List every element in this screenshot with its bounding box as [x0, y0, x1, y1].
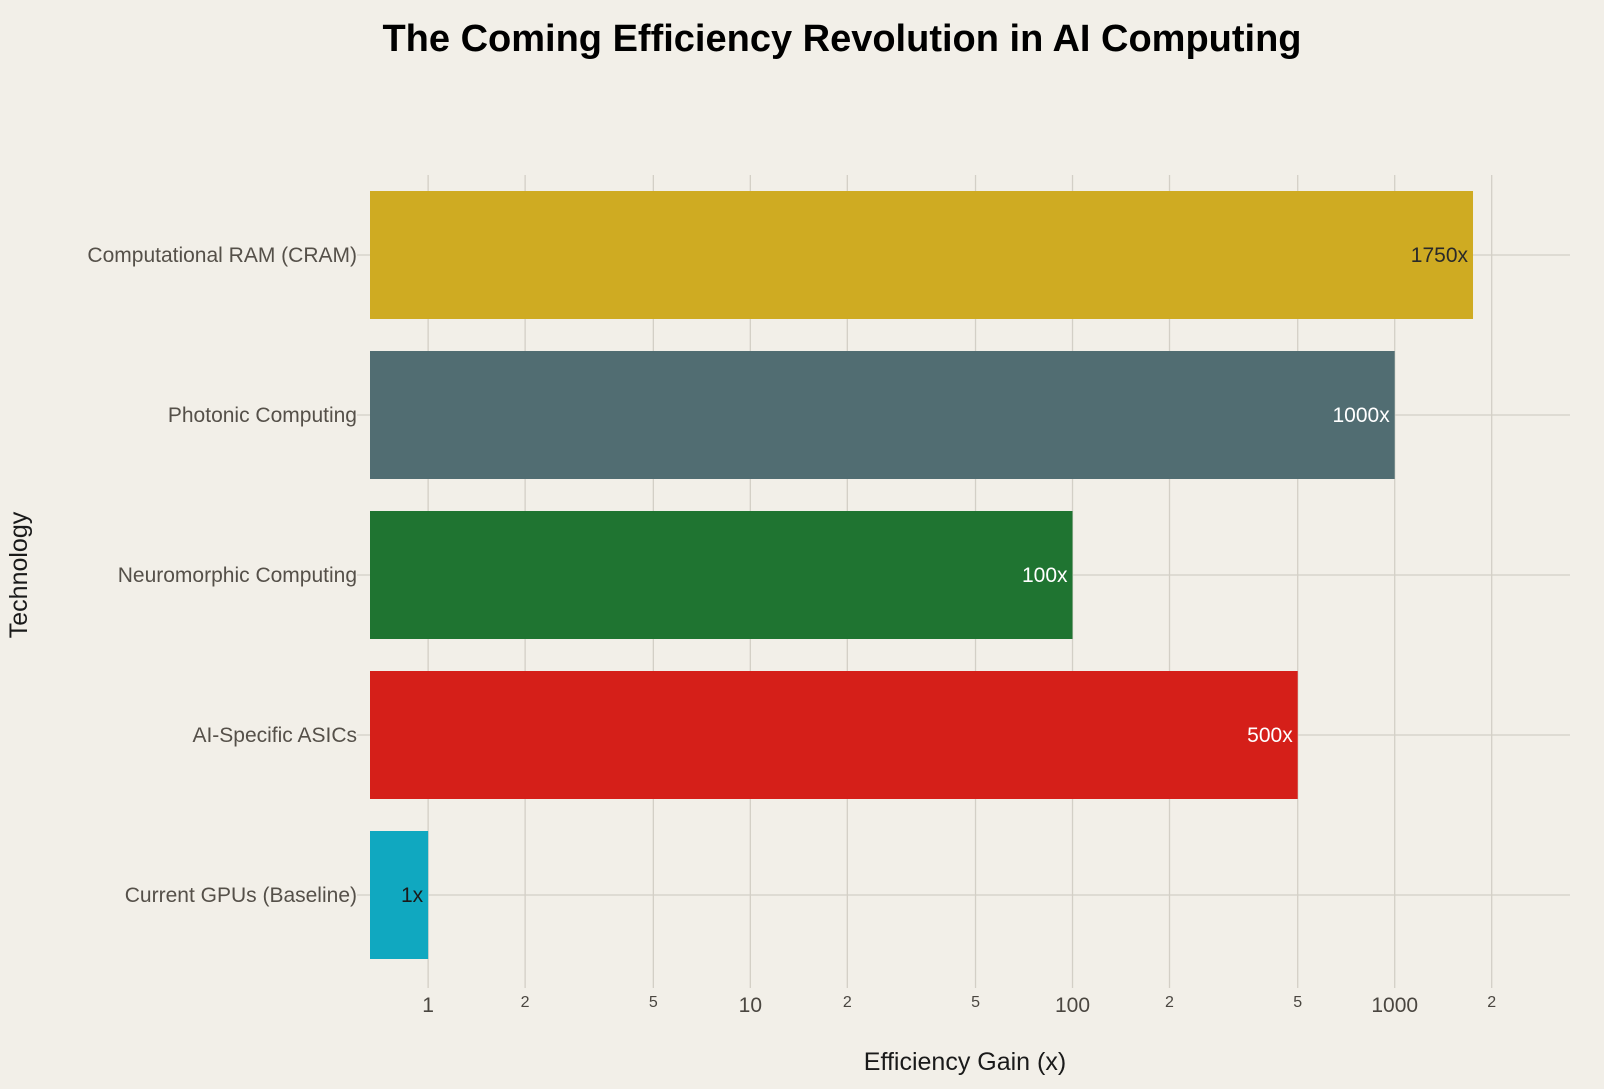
bar: [370, 831, 429, 959]
bars: [370, 191, 1474, 959]
y-axis-title: Technology: [5, 511, 33, 638]
y-tick-label: AI-Specific ASICs: [192, 724, 357, 747]
bar-value-label: 1750x: [1411, 244, 1469, 267]
x-tick-label: 1: [422, 994, 434, 1017]
x-tick-label: 10: [739, 994, 762, 1017]
bar: [370, 671, 1298, 799]
x-tick-label: 2: [521, 994, 530, 1011]
x-tick-labels: 1 2 5 10 2 5 100 2 5 1000 2: [422, 994, 1496, 1017]
x-tick-label: 5: [1293, 994, 1302, 1011]
bar: [370, 511, 1073, 639]
bar-value-label: 1000x: [1332, 404, 1390, 427]
bar-labels: 1750x 1000x 100x 500x 1x: [401, 244, 1469, 907]
x-tick-label: 2: [843, 994, 852, 1011]
y-tick-label: Neuromorphic Computing: [118, 564, 357, 587]
x-tick-label: 100: [1055, 994, 1090, 1017]
y-tick-labels: Computational RAM (CRAM) Photonic Computi…: [87, 244, 357, 907]
bar-value-label: 100x: [1022, 564, 1068, 587]
x-tick-label: 5: [971, 994, 980, 1011]
bar-value-label: 500x: [1247, 724, 1293, 747]
chart-title: The Coming Efficiency Revolution in AI C…: [382, 18, 1301, 60]
x-tick-label: 2: [1487, 994, 1496, 1011]
bar-value-label: 1x: [401, 884, 424, 907]
bar: [370, 191, 1474, 319]
x-axis-title: Efficiency Gain (x): [864, 1048, 1066, 1076]
y-tick-label: Current GPUs (Baseline): [125, 884, 357, 907]
bar: [370, 351, 1395, 479]
y-tick-label: Photonic Computing: [168, 404, 357, 427]
x-tick-label: 2: [1165, 994, 1174, 1011]
y-tick-label: Computational RAM (CRAM): [87, 244, 357, 267]
x-tick-label: 1000: [1371, 994, 1418, 1017]
x-tick-label: 5: [649, 994, 658, 1011]
